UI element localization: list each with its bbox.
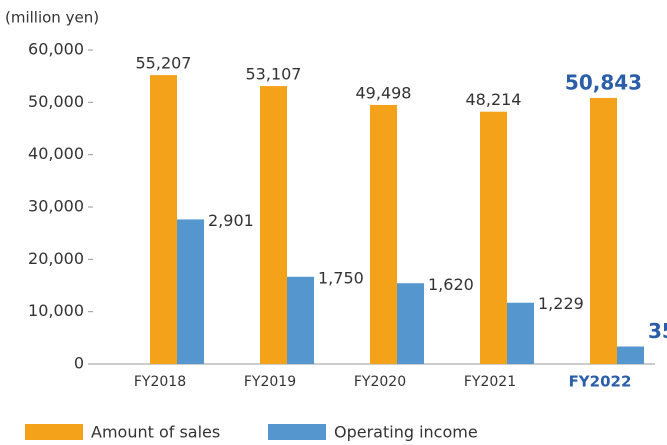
x-tick-label: FY2019 (244, 374, 296, 390)
bar (287, 276, 314, 364)
value-label: 55,207 (136, 54, 192, 73)
bar (590, 97, 617, 364)
bar (507, 302, 534, 364)
x-tick-label: FY2018 (134, 374, 186, 390)
value-label: 1,750 (318, 268, 364, 287)
x-tick-label: FY2021 (464, 374, 516, 390)
y-tick-label: 60,000 (28, 40, 84, 59)
value-label: 48,214 (466, 90, 522, 109)
y-tick-label: 40,000 (28, 144, 84, 163)
legend-label: Amount of sales (91, 423, 220, 442)
value-label: 50,843 (565, 70, 642, 94)
value-label: 351 (648, 319, 667, 343)
x-tick-label: FY2022 (569, 373, 632, 391)
x-tick-label: FY2020 (354, 374, 406, 390)
bar (150, 75, 177, 364)
bar (260, 86, 287, 364)
value-label: 53,107 (246, 65, 302, 84)
legend-swatch (268, 424, 326, 440)
value-label: 1,620 (428, 275, 474, 294)
bar (480, 111, 507, 364)
value-label: 1,229 (538, 294, 584, 313)
y-tick-label: 20,000 (28, 249, 84, 268)
bar (177, 219, 204, 364)
bar (370, 104, 397, 365)
bar (397, 283, 424, 364)
y-tick-label: 50,000 (28, 92, 84, 111)
unit-label: (million yen) (5, 9, 99, 27)
value-label: 49,498 (356, 83, 412, 102)
value-label: 2,901 (208, 211, 254, 230)
legend-label: Operating income (334, 423, 478, 442)
legend-swatch (25, 424, 83, 440)
bar (617, 346, 644, 364)
y-tick-label: 10,000 (28, 301, 84, 320)
y-tick-label: 0 (74, 354, 84, 373)
y-tick-label: 30,000 (28, 197, 84, 216)
